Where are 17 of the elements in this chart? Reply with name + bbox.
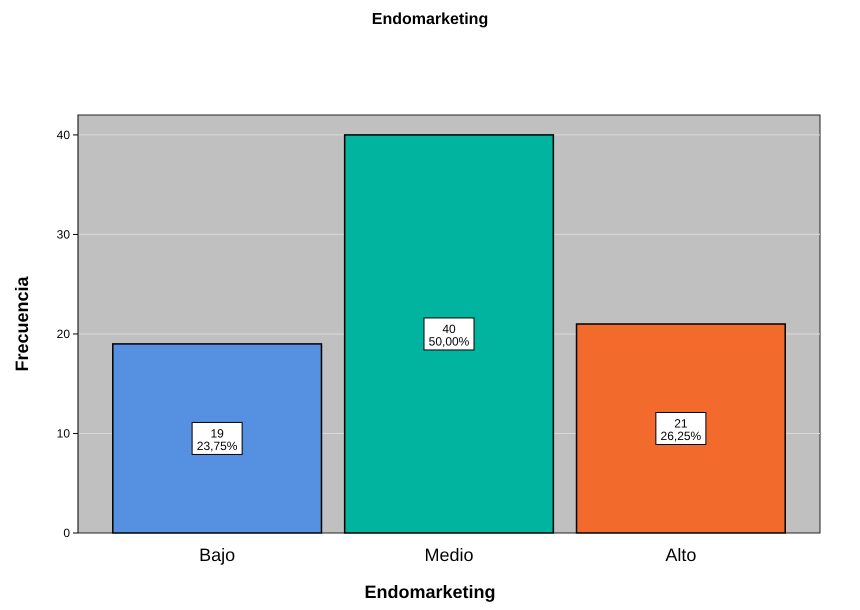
x-tick-label: Medio bbox=[424, 545, 474, 565]
y-axis-title: Frecuencia bbox=[12, 275, 32, 372]
y-tick-label: 40 bbox=[56, 128, 70, 142]
data-label: 40 50,00% bbox=[428, 322, 470, 349]
x-axis-title: Endomarketing bbox=[364, 582, 496, 602]
y-tick-label: 30 bbox=[56, 228, 70, 242]
bar bbox=[112, 343, 322, 534]
chart-title: Endomarketing bbox=[372, 11, 488, 28]
data-label: 19 23,75% bbox=[196, 426, 238, 454]
data-label: 21 26,25% bbox=[660, 416, 702, 444]
x-tick-label: Bajo bbox=[199, 545, 236, 565]
x-tick-label: Alto bbox=[665, 545, 696, 565]
y-tick-label: 20 bbox=[56, 327, 70, 342]
y-tick-label: 10 bbox=[56, 426, 70, 441]
bar bbox=[576, 323, 786, 534]
bar bbox=[344, 134, 554, 534]
y-tick-label: 0 bbox=[63, 526, 70, 540]
